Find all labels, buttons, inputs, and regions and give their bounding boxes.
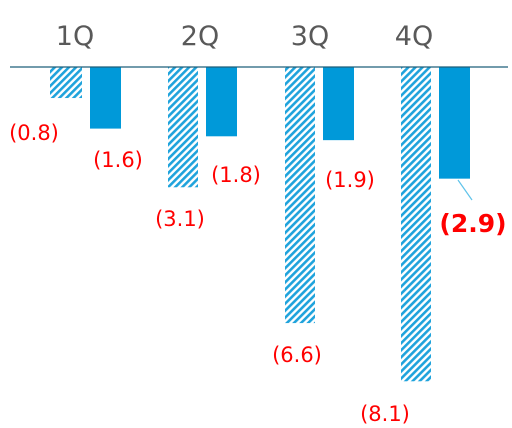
data-label: (8.1) (360, 402, 410, 426)
data-label: (1.8) (211, 163, 261, 187)
category-label: 1Q (56, 21, 94, 52)
bar-hatched (168, 67, 198, 188)
data-label: (6.6) (272, 343, 322, 367)
data-label: (0.8) (9, 121, 59, 145)
category-label: 4Q (395, 21, 433, 52)
bar-hatched (285, 67, 315, 324)
data-label: (1.6) (93, 148, 143, 172)
bar-solid (323, 67, 354, 141)
data-label: (1.9) (325, 168, 375, 192)
bar-solid (90, 67, 121, 129)
data-label: (3.1) (155, 207, 205, 231)
data-label-highlight: (2.9) (439, 209, 506, 238)
category-label: 2Q (181, 21, 219, 52)
bar-solid (439, 67, 470, 179)
bar-hatched (50, 67, 82, 99)
bar-hatched (401, 67, 431, 382)
bar-solid (206, 67, 237, 137)
category-label: 3Q (291, 21, 329, 52)
leader-line (457, 179, 473, 201)
